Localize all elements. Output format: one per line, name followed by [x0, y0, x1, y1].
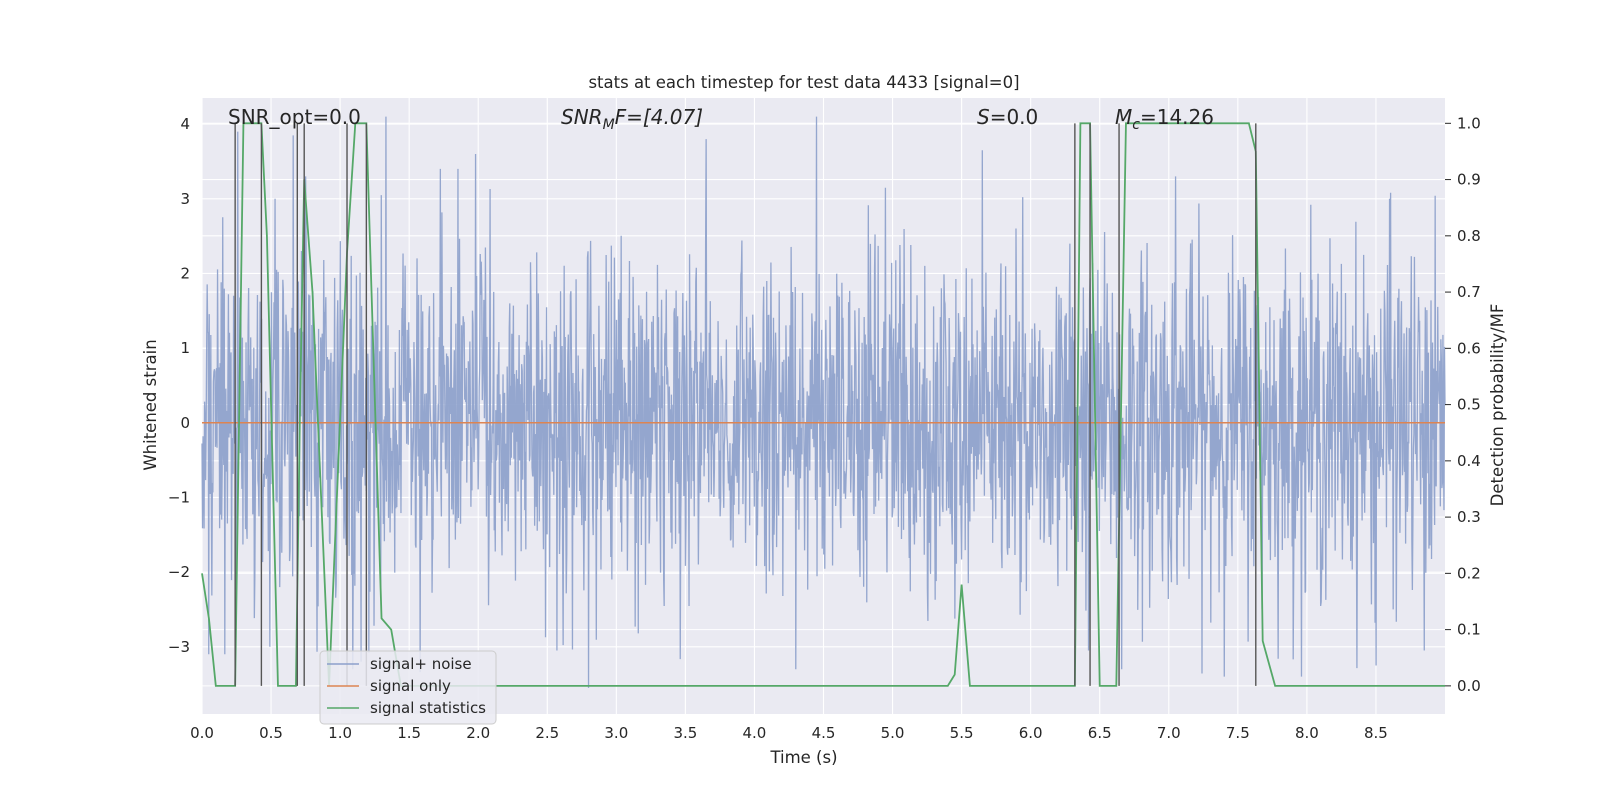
chart-title: stats at each timestep for test data 443…: [588, 73, 1019, 92]
annotation-snr-mf: SNRMF=[4.07]: [561, 105, 703, 133]
x-tick-label: 2.5: [535, 724, 559, 742]
x-axis-label: Time (s): [769, 748, 837, 767]
y-left-tick-label: 4: [180, 115, 190, 133]
x-tick-label: 0.5: [259, 724, 283, 742]
legend-entry-signal-noise: signal+ noise: [370, 655, 472, 673]
legend: signal+ noise signal only signal statist…: [319, 650, 497, 725]
series-signal-noise: [201, 116, 1446, 688]
x-axis-ticks: 0.0 0.5 1.0 1.5 2.0 2.5 3.0 3.5 4.0 4.5 5.0 5.5 6.0 6…: [190, 724, 1388, 742]
y-right-tick-label: 0.6: [1457, 339, 1481, 357]
vertical-markers: [234, 123, 1257, 686]
y-right-tick-label: 0.3: [1457, 508, 1481, 526]
annotation-mc: Mc=14.26: [1115, 105, 1214, 133]
y-left-tick-label: 3: [180, 190, 190, 208]
y-left-tick-label: 1: [180, 339, 190, 357]
x-tick-label: 4.0: [743, 724, 767, 742]
y-right-tick-label: 0.1: [1457, 621, 1481, 639]
y-right-tick-label: 0.2: [1457, 564, 1481, 582]
y-left-axis-label: Whitened strain: [141, 339, 160, 470]
y-right-tick-label: 0.9: [1457, 171, 1481, 189]
x-tick-label: 5.0: [881, 724, 905, 742]
y-right-axis-label: Detection probability/MF: [1488, 304, 1507, 507]
y-right-tick-label: 0.7: [1457, 283, 1481, 301]
x-tick-label: 7.5: [1226, 724, 1250, 742]
x-tick-label: 5.5: [950, 724, 974, 742]
y-left-tick-label: 0: [180, 414, 190, 432]
x-tick-label: 7.0: [1157, 724, 1181, 742]
x-tick-label: 2.0: [466, 724, 490, 742]
x-tick-label: 8.5: [1364, 724, 1388, 742]
annotation-snr-opt: SNR_opt=0.0: [228, 105, 361, 129]
y-right-tick-label: 0.5: [1457, 396, 1481, 414]
x-tick-label: 6.5: [1088, 724, 1112, 742]
y-left-tick-label: −1: [168, 488, 190, 506]
y-right-axis-ticks: 1.0 0.9 0.8 0.7 0.6 0.5 0.4 0.3 0.2 0.1 0.0: [1445, 114, 1481, 695]
x-tick-label: 1.0: [328, 724, 352, 742]
y-right-tick-label: 0.4: [1457, 452, 1481, 470]
y-left-axis-ticks: 4 3 2 1 0 −1 −2 −3: [168, 115, 190, 656]
legend-box: [319, 650, 497, 725]
signal-statistics-line: [201, 122, 1445, 687]
x-tick-label: 0.0: [190, 724, 214, 742]
y-left-tick-label: 2: [180, 264, 190, 282]
x-tick-label: 3.0: [604, 724, 628, 742]
series-signal-statistics: [201, 122, 1445, 687]
annotation-s: S=0.0: [977, 105, 1038, 129]
y-right-tick-label: 1.0: [1457, 114, 1481, 132]
x-tick-label: 3.5: [673, 724, 697, 742]
y-left-tick-label: −3: [168, 638, 190, 656]
y-left-tick-label: −2: [168, 563, 190, 581]
legend-entry-signal-only: signal only: [370, 677, 451, 695]
y-right-tick-label: 0.0: [1457, 677, 1481, 695]
legend-entry-signal-statistics: signal statistics: [370, 699, 486, 717]
signal-noise-line: [201, 116, 1446, 688]
x-tick-label: 4.5: [812, 724, 836, 742]
x-tick-label: 6.0: [1019, 724, 1043, 742]
x-tick-label: 8.0: [1295, 724, 1319, 742]
x-tick-label: 1.5: [397, 724, 421, 742]
y-right-tick-label: 0.8: [1457, 227, 1481, 245]
